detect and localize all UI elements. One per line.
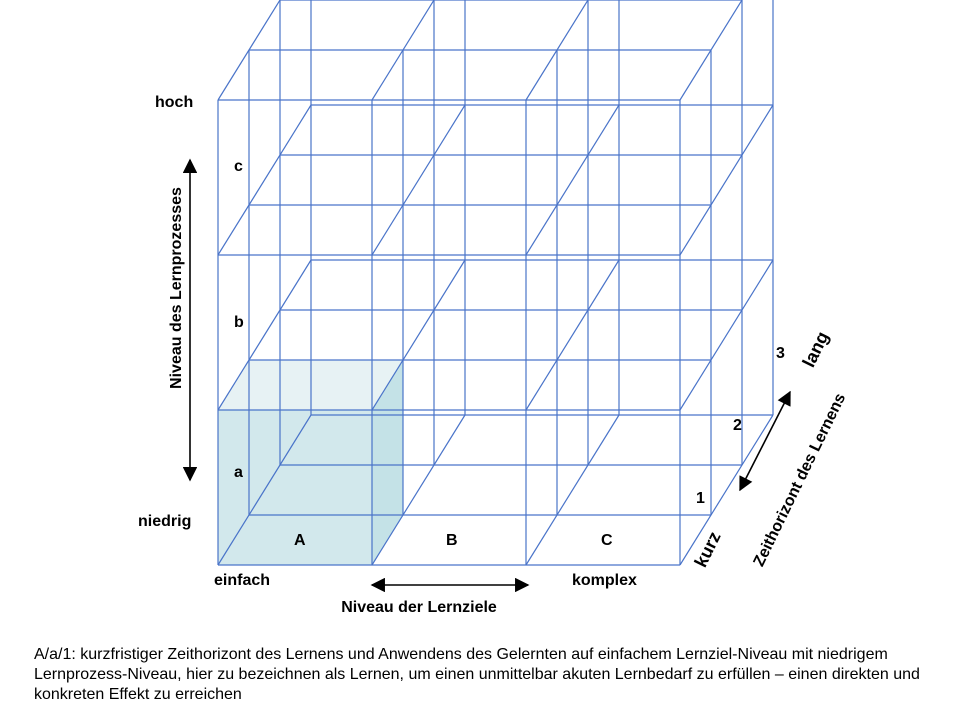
diagram-caption: A/a/1: kurzfristiger Zeithorizont des Le… <box>34 646 920 703</box>
row-label-b: b <box>234 314 244 331</box>
row-label-a: a <box>234 464 243 481</box>
grid-line-depth <box>525 0 589 101</box>
grid-line-depth <box>371 414 466 566</box>
horizontal-axis-left-label: einfach <box>214 572 270 589</box>
grid-line-depth <box>679 0 743 101</box>
highlight-front-face <box>218 410 372 565</box>
row-label-c: c <box>234 158 243 175</box>
grid-line-depth <box>371 259 466 411</box>
vertical-axis-bottom-label: niedrig <box>138 513 191 530</box>
grid-line-depth <box>525 104 620 256</box>
depth-axis-far-label: lang <box>799 328 833 370</box>
grid-line-depth <box>525 259 620 411</box>
horizontal-axis-title: Niveau der Lernziele <box>341 599 497 616</box>
grid-line-depth <box>217 414 312 566</box>
column-label-A: A <box>294 532 306 549</box>
grid-line-depth <box>525 414 620 566</box>
grid-line-depth <box>679 259 774 411</box>
depth-label-2: 2 <box>733 417 742 434</box>
highlighted-cell-a-a-1 <box>218 360 403 565</box>
depth-axis-title: Zeithorizont des Lernens <box>751 391 850 570</box>
grid-line-depth <box>371 104 466 256</box>
grid-line-depth <box>371 0 435 101</box>
horizontal-axis-right-label: komplex <box>572 572 637 589</box>
depth-label-1: 1 <box>696 490 705 507</box>
column-label-C: C <box>601 532 613 549</box>
depth-label-3: 3 <box>776 345 785 362</box>
vertical-axis-top-label: hoch <box>155 94 193 111</box>
depth-axis-near-label: kurz <box>691 528 725 570</box>
highlight-side-face <box>372 360 403 565</box>
depth-axis-arrow <box>739 390 791 492</box>
grid-line-depth <box>679 104 774 256</box>
grid-line-depth <box>217 259 312 411</box>
vertical-axis-title: Niveau des Lernprozesses <box>168 187 185 389</box>
grid-line-depth <box>217 0 281 101</box>
grid-line-depth <box>217 104 312 256</box>
cube-grid <box>217 0 774 566</box>
column-label-B: B <box>446 532 458 549</box>
